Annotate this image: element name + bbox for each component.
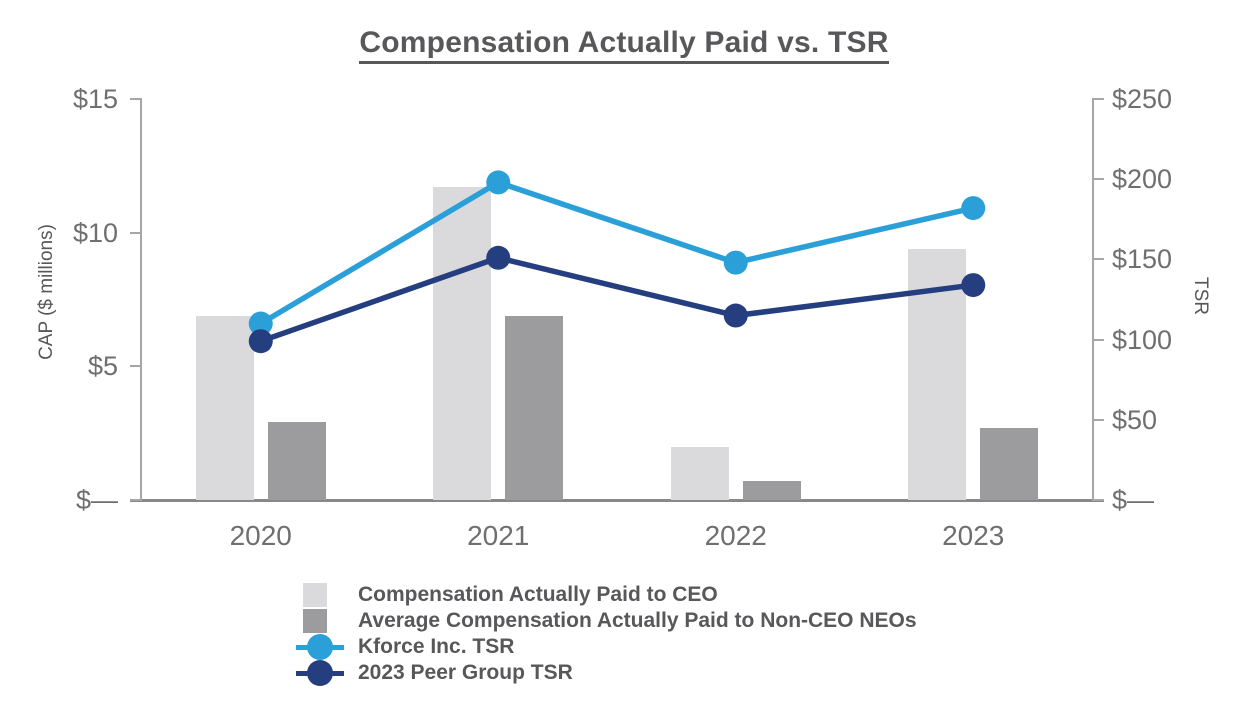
legend-square-swatch	[296, 608, 344, 634]
bar-compensation-actually-paid-to-ceo-2021	[433, 187, 492, 500]
x-axis-label-2023: 2023	[942, 520, 1005, 551]
right-axis-tickmark	[1092, 418, 1104, 421]
legend-line-dot-swatch	[296, 660, 344, 686]
legend-label: Compensation Actually Paid to CEO	[358, 583, 718, 606]
left-axis-tickmark	[130, 365, 142, 368]
x-axis-label-2021: 2021	[467, 520, 530, 551]
right-axis-title: TSR	[1190, 277, 1211, 315]
marker-2023-peer-group-tsr-2022	[723, 303, 748, 328]
right-axis-tick-label: $250	[1112, 84, 1173, 114]
legend-square	[303, 609, 327, 633]
right-axis-tickmark	[1092, 338, 1104, 341]
x-axis-label-2022: 2022	[704, 520, 767, 551]
marker-kforce-inc-tsr-2022	[723, 250, 748, 275]
legend-dot	[307, 634, 333, 660]
legend-dot	[307, 660, 333, 686]
tsr-lines-layer	[248, 170, 986, 354]
line-2023-peer-group-tsr	[259, 254, 974, 344]
legend-line-dot-swatch	[296, 634, 344, 660]
right-axis-tick-label: $50	[1112, 404, 1158, 435]
bar-average-compensation-actually-paid-to-non-ceo-neos-2023	[980, 427, 1039, 500]
left-axis-tickmark	[130, 98, 142, 100]
marker-kforce-inc-tsr-2023	[961, 196, 986, 221]
line-kforce-inc-tsr	[259, 179, 974, 326]
left-axis-tickmark	[130, 231, 142, 234]
marker-2023-peer-group-tsr-2021	[486, 245, 511, 270]
legend-label: Average Compensation Actually Paid to No…	[358, 609, 917, 632]
right-axis-tick-label: $150	[1112, 244, 1173, 275]
right-axis-tick-label: $100	[1112, 324, 1173, 355]
left-axis-tick-label: $5	[87, 351, 118, 382]
marker-2023-peer-group-tsr-2020	[248, 329, 273, 354]
legend: Compensation Actually Paid to CEO Average…	[296, 582, 917, 686]
x-axis-label-2020: 2020	[229, 520, 292, 551]
bar-compensation-actually-paid-to-ceo-2020	[195, 315, 254, 500]
right-axis-tickmark	[1092, 178, 1104, 181]
bar-average-compensation-actually-paid-to-non-ceo-neos-2022	[742, 481, 801, 500]
left-axis-tick-label: $15	[72, 84, 118, 114]
right-axis-line	[1092, 99, 1094, 500]
left-axis-tickmark	[130, 499, 142, 501]
legend-square-swatch	[296, 582, 344, 608]
x-axis-baseline	[130, 499, 1104, 502]
left-axis-title: CAP ($ millions)	[36, 224, 57, 360]
marker-kforce-inc-tsr-2020	[248, 311, 273, 336]
right-axis-tick-label: $200	[1112, 164, 1173, 195]
left-axis-tick-label: $—	[75, 485, 118, 515]
right-axis-tickmark	[1092, 98, 1104, 100]
chart-title-wrap: Compensation Actually Paid vs. TSR	[0, 26, 1248, 64]
left-axis-tick-label: $10	[72, 217, 118, 248]
legend-label: 2023 Peer Group TSR	[358, 661, 573, 684]
legend-label: Kforce Inc. TSR	[358, 635, 515, 658]
right-axis-tick-label: $—	[1112, 485, 1155, 515]
left-axis-line	[140, 99, 142, 500]
chart-title: Compensation Actually Paid vs. TSR	[359, 26, 889, 64]
bar-compensation-actually-paid-to-ceo-2022	[670, 446, 729, 500]
legend-item-2023-peer-group-tsr: 2023 Peer Group TSR	[296, 660, 917, 686]
bar-average-compensation-actually-paid-to-non-ceo-neos-2021	[505, 315, 564, 500]
marker-kforce-inc-tsr-2021	[486, 170, 511, 195]
plot-area	[142, 99, 1092, 500]
bar-average-compensation-actually-paid-to-non-ceo-neos-2020	[267, 422, 326, 500]
legend-square	[303, 583, 327, 607]
marker-2023-peer-group-tsr-2023	[961, 273, 986, 298]
right-axis-tickmark	[1092, 258, 1104, 261]
legend-item-compensation-actually-paid-to-ceo: Compensation Actually Paid to CEO	[296, 582, 917, 608]
right-axis-tickmark	[1092, 499, 1104, 501]
legend-item-average-compensation-actually-paid-to-non-ceo-neos: Average Compensation Actually Paid to No…	[296, 608, 917, 634]
legend-item-kforce-inc-tsr: Kforce Inc. TSR	[296, 634, 917, 660]
